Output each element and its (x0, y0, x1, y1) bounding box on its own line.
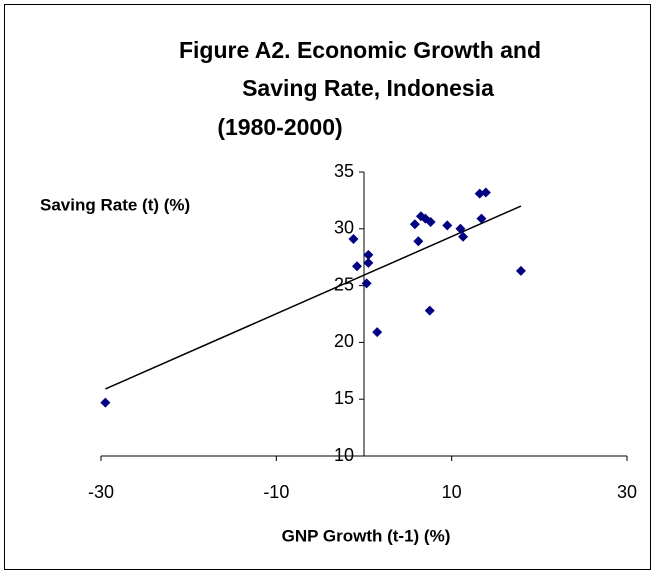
point (372, 327, 383, 338)
x-tick-label: -10 (263, 482, 289, 502)
chart-title: (1980-2000) (217, 114, 342, 140)
point (455, 223, 466, 234)
y-axis-label: Saving Rate (t) (%) (40, 195, 190, 214)
point (363, 249, 374, 260)
point (515, 265, 526, 276)
trendline (105, 205, 522, 390)
point (413, 236, 424, 247)
y-tick-label: 20 (334, 331, 354, 351)
point (480, 187, 491, 198)
x-axis-label: GNP Growth (t-1) (%) (282, 526, 451, 545)
y-tick-label: 30 (334, 218, 354, 238)
point (442, 220, 453, 231)
point (351, 261, 362, 272)
x-tick-label: -30 (88, 482, 114, 502)
x-tick-label: 10 (442, 482, 462, 502)
chart-title: Saving Rate, Indonesia (242, 75, 494, 101)
point (474, 188, 485, 199)
y-tick-label: 10 (334, 445, 354, 465)
chart-frame (4, 4, 651, 570)
chart-title: Figure A2. Economic Growth and (179, 37, 541, 63)
point (363, 257, 374, 268)
y-tick-label: 15 (334, 388, 354, 408)
x-tick-label: 30 (617, 482, 637, 502)
point (348, 234, 359, 245)
point (458, 231, 469, 242)
y-tick-label: 35 (334, 161, 354, 181)
point (409, 219, 420, 230)
point (476, 213, 487, 224)
point (361, 278, 372, 289)
point (425, 216, 436, 227)
point (100, 397, 111, 408)
point (424, 305, 435, 316)
